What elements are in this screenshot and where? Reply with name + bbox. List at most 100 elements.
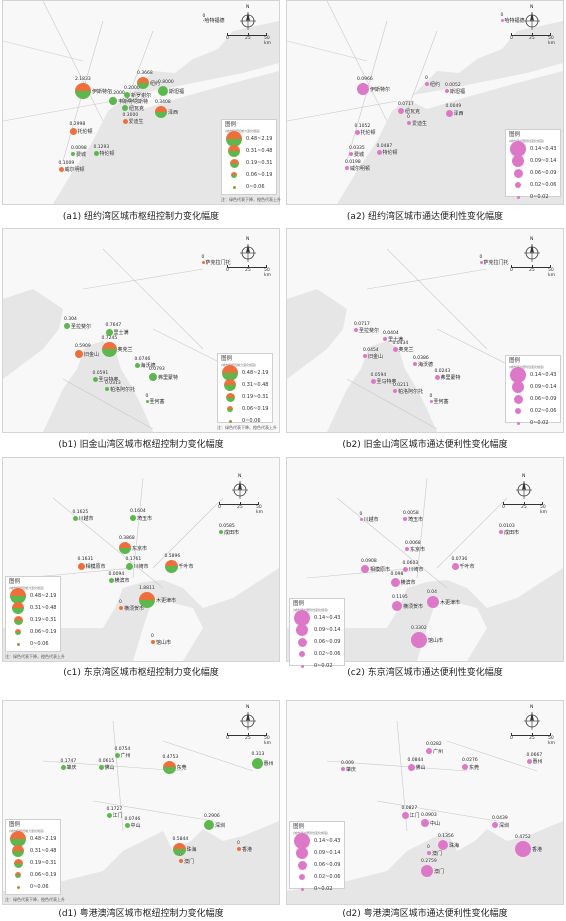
city-marker[interactable]: [108, 577, 114, 583]
city-marker[interactable]: [499, 530, 503, 534]
city-marker[interactable]: [526, 758, 532, 764]
legend-symbol: [225, 158, 243, 168]
city-marker[interactable]: [101, 341, 117, 357]
city-marker[interactable]: [401, 811, 409, 819]
city-marker[interactable]: [106, 812, 112, 818]
city-marker[interactable]: [124, 92, 130, 98]
city-marker[interactable]: [139, 592, 155, 608]
city-marker[interactable]: [124, 822, 130, 828]
city-marker[interactable]: [445, 109, 453, 117]
city-marker[interactable]: [75, 83, 91, 99]
city-marker[interactable]: [71, 152, 75, 156]
city-marker[interactable]: [413, 362, 417, 366]
city-marker[interactable]: [155, 106, 167, 118]
city-marker[interactable]: [114, 752, 120, 758]
city-marker[interactable]: [354, 129, 360, 135]
city-marker[interactable]: [407, 121, 411, 125]
city-marker[interactable]: [105, 387, 109, 391]
legend-symbol: [293, 610, 311, 626]
city-marker[interactable]: [119, 606, 123, 610]
city-marker[interactable]: [172, 842, 186, 856]
city-marker[interactable]: [251, 757, 263, 769]
city-marker[interactable]: [357, 83, 369, 95]
city-marker[interactable]: [162, 760, 176, 774]
city-marker[interactable]: [425, 82, 429, 86]
legend-symbol: [509, 394, 527, 404]
city-marker[interactable]: [201, 260, 205, 264]
city-marker[interactable]: [122, 118, 128, 124]
city-marker[interactable]: [64, 323, 70, 329]
city-marker[interactable]: [149, 373, 157, 381]
city-marker[interactable]: [403, 517, 407, 521]
city-marker[interactable]: [92, 376, 98, 382]
city-marker[interactable]: [179, 859, 183, 863]
city-marker[interactable]: [421, 819, 429, 827]
city-marker[interactable]: [429, 399, 433, 403]
city-marker[interactable]: [145, 399, 149, 403]
city-marker[interactable]: [434, 374, 440, 380]
city-marker[interactable]: [427, 851, 431, 855]
city-marker[interactable]: [426, 748, 432, 754]
city-value: 0.0667: [526, 752, 543, 758]
city-marker[interactable]: [462, 764, 468, 770]
city-marker[interactable]: [58, 166, 64, 172]
legend-label: 0.09~0.14: [314, 850, 341, 856]
city-marker[interactable]: [93, 150, 99, 156]
city-marker[interactable]: [119, 542, 131, 554]
city-marker[interactable]: [393, 389, 397, 393]
city-marker[interactable]: [363, 354, 367, 358]
city-marker[interactable]: [72, 515, 78, 521]
legend-label: 0.02~0.06: [530, 408, 557, 414]
city-marker[interactable]: [237, 847, 241, 851]
city-marker[interactable]: [122, 105, 128, 111]
city-marker[interactable]: [427, 596, 439, 608]
city-marker[interactable]: [60, 764, 66, 770]
city-marker[interactable]: [69, 127, 77, 135]
scale-label: 50 km: [264, 36, 271, 46]
city-marker[interactable]: [349, 152, 353, 156]
city-marker[interactable]: [376, 149, 382, 155]
city-marker[interactable]: [98, 764, 104, 770]
legend-label: 0~0.06: [30, 884, 49, 890]
city-marker[interactable]: [451, 562, 459, 570]
city-marker[interactable]: [158, 86, 168, 96]
city-marker[interactable]: [345, 166, 349, 170]
city-marker[interactable]: [125, 562, 133, 570]
city-marker[interactable]: [354, 328, 358, 332]
city-marker[interactable]: [341, 767, 345, 771]
city-marker[interactable]: [204, 820, 214, 830]
city-marker[interactable]: [383, 337, 387, 341]
city-marker[interactable]: [390, 577, 400, 587]
city-marker[interactable]: [361, 565, 369, 573]
city-marker[interactable]: [402, 566, 408, 572]
city-marker[interactable]: [392, 601, 402, 611]
city-marker[interactable]: [109, 97, 117, 105]
city-marker[interactable]: [492, 822, 498, 828]
city-marker[interactable]: [77, 562, 85, 570]
city-marker[interactable]: [411, 632, 427, 648]
scale-bar: 0 25 50 km: [510, 733, 559, 747]
city-marker[interactable]: [137, 77, 149, 89]
city-marker[interactable]: [219, 530, 223, 534]
city-marker[interactable]: [75, 350, 83, 358]
city-marker[interactable]: [421, 865, 433, 877]
city-marker[interactable]: [398, 108, 404, 114]
city-marker[interactable]: [105, 328, 113, 336]
city-marker[interactable]: [392, 346, 398, 352]
city-marker[interactable]: [405, 547, 409, 551]
city-marker[interactable]: [164, 559, 178, 573]
city-marker[interactable]: [515, 841, 531, 857]
city-value: 0.0793: [149, 367, 165, 372]
city-marker[interactable]: [134, 362, 140, 368]
city-marker[interactable]: [130, 515, 136, 521]
city-marker[interactable]: [438, 840, 448, 850]
city-marker[interactable]: [479, 260, 483, 264]
city-marker[interactable]: [370, 378, 376, 384]
legend-label: 0.19~0.31: [30, 860, 57, 866]
city-marker[interactable]: [500, 18, 504, 22]
city-marker[interactable]: [151, 640, 155, 644]
city-marker[interactable]: [359, 517, 363, 521]
city-marker[interactable]: [445, 89, 449, 93]
city-marker[interactable]: [202, 19, 204, 21]
city-marker[interactable]: [407, 763, 415, 771]
